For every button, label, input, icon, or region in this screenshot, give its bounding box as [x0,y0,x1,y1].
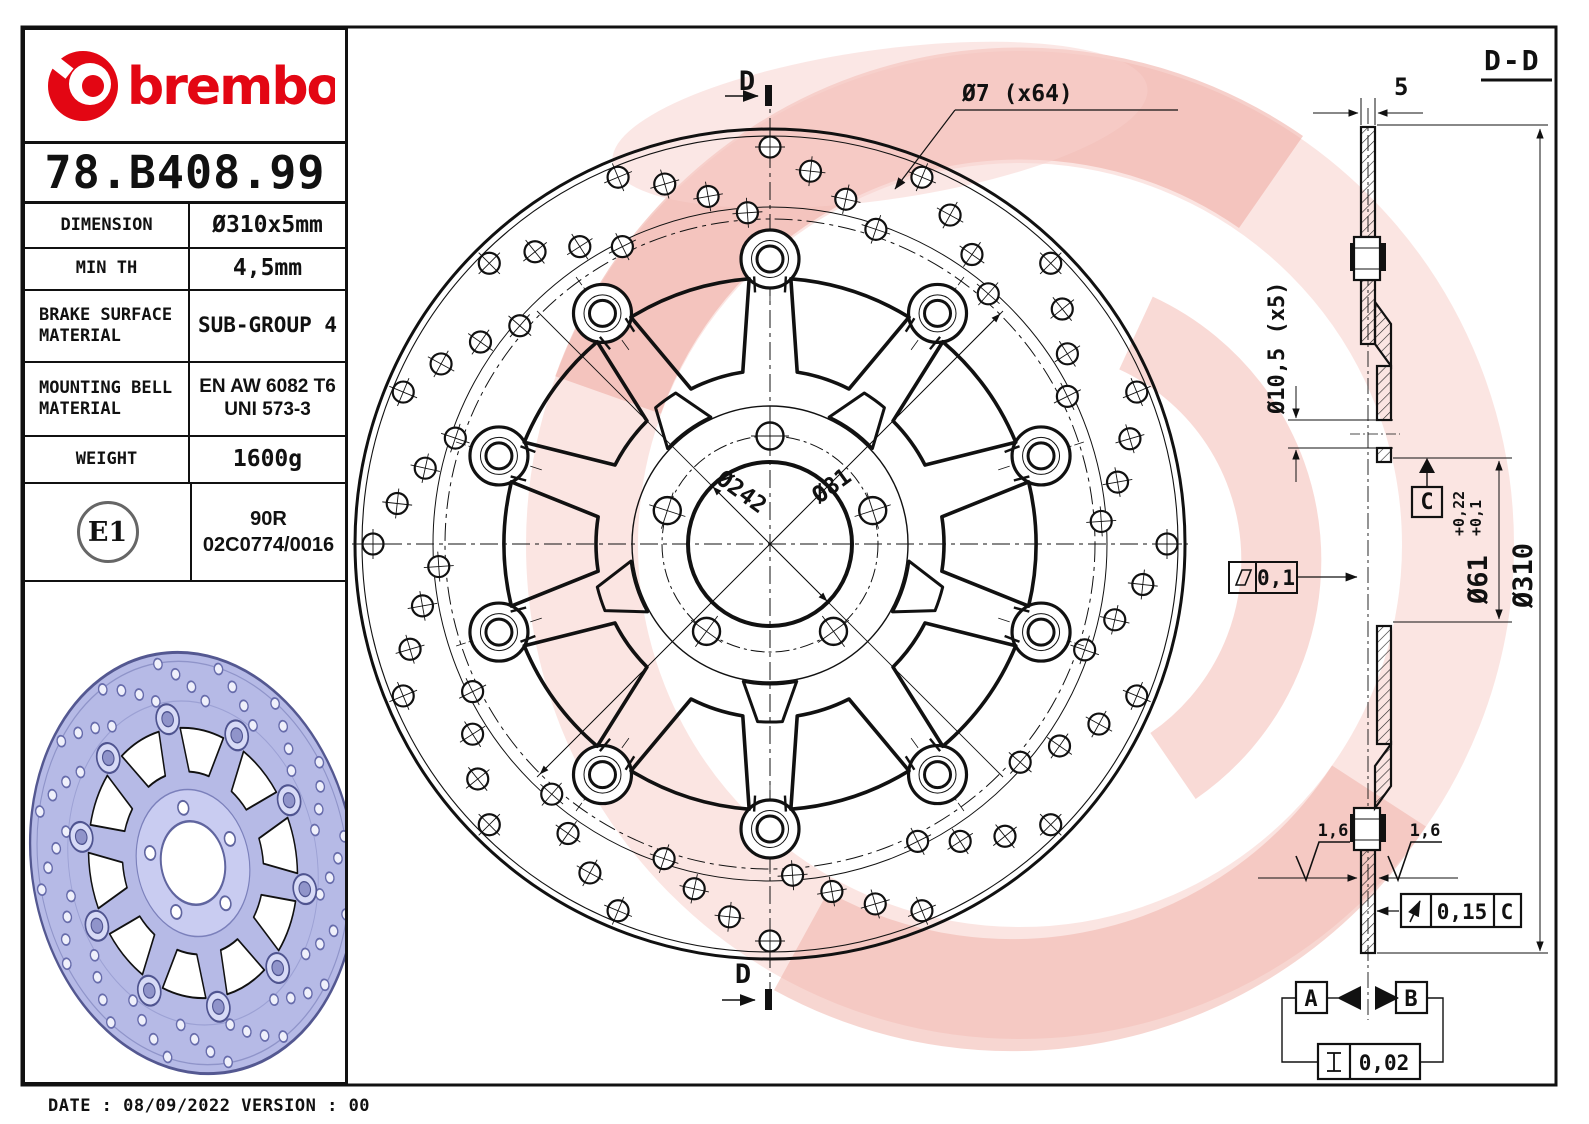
disc-3d-render [25,582,345,1099]
datum-a-triangle [1337,986,1361,1010]
brand-logo: brembo [25,30,345,144]
floating-bobbins [456,214,1084,874]
spec-label: WEIGHT [25,437,190,482]
spec-value: SUB-GROUP 4 [197,313,338,338]
homologation-number: 90R 02C0774/0016 [202,508,335,556]
disc-outer-circle [353,127,1187,961]
section-cut-label-top: D [739,66,755,97]
brembo-watermark [526,41,1514,1052]
runout-datum-label: C [1501,900,1514,924]
table-row: MIN TH 4,5mm [25,249,345,291]
homologation-row: E1 90R 02C0774/0016 [25,484,345,582]
runout-frame [1399,892,1523,929]
datum-b-triangle [1375,986,1399,1010]
brembo-logo-emblem [41,49,118,121]
section-cut-bar-bottom [765,989,772,1010]
section-bobbin-top [1350,235,1386,282]
spec-label: MIN TH [25,249,190,289]
spec-value: EN AW 6082 T6 UNI 573-3 [199,376,336,420]
table-row: BRAKE SURFACE MATERIAL SUB-GROUP 4 [25,291,345,363]
spec-label: DIMENSION [25,204,190,247]
brembo-logo: brembo [41,49,335,121]
thickness-variation-icon [1327,1052,1341,1072]
table-row: MOUNTING BELL MATERIAL EN AW 6082 T6 UNI … [25,363,345,437]
flatness-value: 0,1 [1257,566,1295,590]
section-bobbin-bottom [1350,806,1386,852]
brembo-wordmark: brembo [127,57,335,117]
thickness-label: 5 [1394,73,1408,101]
parallelism-frame [1316,1042,1422,1081]
runout-icon [1408,900,1421,923]
roughness-left-value: 1,6 [1318,821,1349,841]
roughness-right-value: 1,6 [1410,821,1441,841]
center-bore-circle [686,460,854,628]
disc-3d-svg [28,650,345,1075]
hub-plate-circle [631,405,909,683]
homologation-mark: E1 [25,484,192,580]
datum-c-triangle [1419,458,1435,473]
holes-dimension-label: Ø7 (x64) [961,81,1073,107]
section-title: D-D [1484,44,1541,77]
e1-circle: E1 [76,501,139,563]
roughness-symbol-left [1295,841,1350,883]
bore-tol-lower: +0,1 [1467,500,1485,536]
pitch-dimension-label: Ø242 [710,465,771,519]
bore-dimension-label: Ø81 [807,464,857,510]
roughness-symbol-right [1387,841,1442,883]
spec-value: Ø310x5mm [212,211,323,238]
bore-dim-label: Ø61 [1463,555,1494,605]
bore-tol-upper: +0,22 [1450,491,1468,536]
part-number: 78.B408.99 [25,144,345,204]
spec-value: 1600g [232,445,303,472]
mounting-holes [649,417,891,648]
disc-3d-group [28,650,345,1075]
section-view [1228,98,1548,1081]
drilled-holes [358,132,1182,956]
datum-c-box [1410,485,1444,519]
section-cut-bar-top [765,85,772,106]
spec-label: BRAKE SURFACE MATERIAL [25,291,190,361]
section-cut-label-bottom: D [735,959,751,990]
spec-label: MOUNTING BELL MATERIAL [25,363,190,435]
date-version-line: DATE : 08/09/2022 VERSION : 00 [48,1096,371,1116]
braking-band-inner-circle [432,206,1108,882]
table-row: DIMENSION Ø310x5mm [25,204,345,249]
bell-cutouts [502,277,1038,811]
datum-a-label: A [1304,987,1317,1012]
bell-holes-label: Ø10,5 (x5) [1265,282,1290,415]
runout-value: 0,15 [1437,900,1488,924]
parallelism-value: 0,02 [1359,1051,1410,1075]
datum-c-label: C [1420,490,1433,515]
outer-dim-label: Ø310 [1508,543,1539,609]
datum-b-label: B [1404,987,1417,1012]
front-view [352,85,1188,1010]
title-block-panel: brembo 78.B408.99 DIMENSION Ø310x5mm MIN… [22,27,348,1085]
table-row: WEIGHT 1600g [25,437,345,484]
spec-value: 4,5mm [232,255,303,282]
flatness-icon [1234,569,1253,586]
